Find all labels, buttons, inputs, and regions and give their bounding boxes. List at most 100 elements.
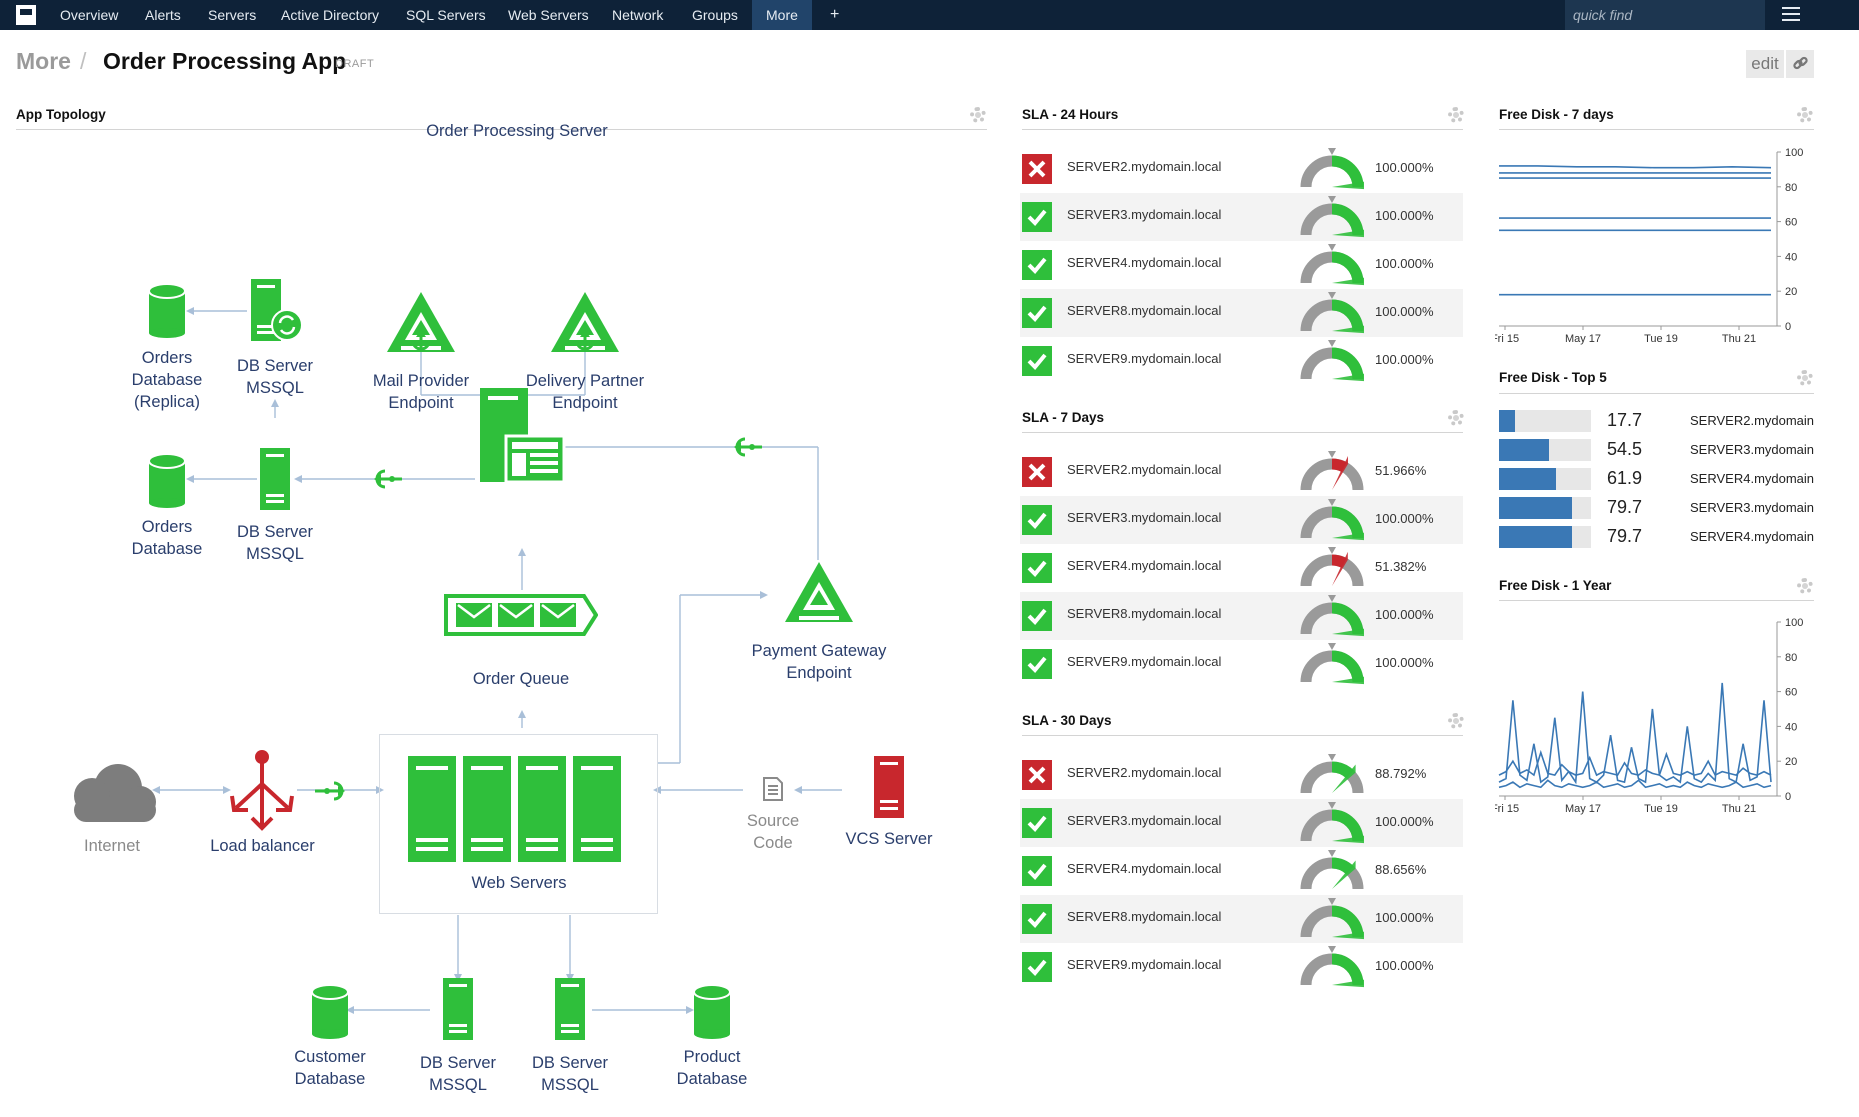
sla-percentage: 100.000% [1375,304,1434,319]
nav-item-network[interactable]: Network [612,7,664,23]
customer-db-icon[interactable] [310,984,350,1040]
y-tick-label: 40 [1785,721,1797,733]
nav-item-overview[interactable]: Overview [60,7,119,23]
db-server-top-icon[interactable] [249,277,305,347]
sla-server-name[interactable]: SERVER2.mydomain.local [1067,159,1222,174]
db-server-mid-label: DB Server MSSQL [236,523,314,563]
sla-row[interactable] [1020,895,1463,943]
web-servers-group[interactable] [379,734,658,914]
sla-panel-0-settings-icon[interactable] [1448,107,1464,123]
order-queue-label: Order Queue [472,670,570,688]
mail-connection-icon [411,330,431,351]
app-topology-settings-icon[interactable] [970,107,986,123]
order-processing-server-label: Order Processing Server [426,122,608,140]
db-server-top-label: DB Server MSSQL [236,357,314,397]
orders-db-icon[interactable] [147,453,187,509]
delivery-partner-label: Delivery Partner Endpoint [525,372,645,412]
sla-server-name[interactable]: SERVER8.mydomain.local [1067,606,1222,621]
sla-server-name[interactable]: SERVER2.mydomain.local [1067,462,1222,477]
web-servers-icon[interactable] [406,754,626,864]
bar[interactable] [1499,497,1573,519]
app-logo-icon[interactable] [16,5,36,25]
nav-item-alerts[interactable]: Alerts [145,7,181,23]
nav-item-servers[interactable]: Servers [208,7,257,23]
sla-percentage: 51.382% [1375,559,1427,574]
bar[interactable] [1499,410,1516,432]
free-disk-1y-settings-icon[interactable] [1797,578,1813,594]
x-tick-label: Fri 15 [1495,333,1519,345]
orders-db-replica-icon[interactable] [147,283,187,339]
bar-track [1499,497,1591,519]
sla-server-name[interactable]: SERVER4.mydomain.local [1067,861,1222,876]
status-ok-icon [1022,904,1052,934]
status-fail-icon [1022,760,1052,790]
x-tick-label: Thu 21 [1722,333,1756,345]
sla-row[interactable] [1020,193,1463,241]
sla-percentage: 100.000% [1375,256,1434,271]
x-tick-label: Tue 19 [1644,803,1678,815]
free-disk-7d-settings-icon[interactable] [1797,107,1813,123]
sla-server-name[interactable]: SERVER9.mydomain.local [1067,351,1222,366]
nav-item-sql-servers[interactable]: SQL Servers [406,7,486,23]
sla-server-name[interactable]: SERVER4.mydomain.local [1067,558,1222,573]
payment-gateway-endpoint-icon[interactable] [783,560,855,628]
link-button[interactable] [1786,50,1814,78]
sla-server-name[interactable]: SERVER8.mydomain.local [1067,303,1222,318]
bar[interactable] [1499,468,1556,490]
payment-connection-icon [734,437,762,457]
product-db-icon[interactable] [692,984,732,1040]
nav-item-active-directory[interactable]: Active Directory [281,7,380,23]
sla-server-name[interactable]: SERVER2.mydomain.local [1067,765,1222,780]
db-server-bottom-right-icon[interactable] [553,976,587,1044]
sla-percentage: 100.000% [1375,160,1434,175]
internet-cloud-icon[interactable] [58,760,162,826]
free-disk-top5-settings-icon[interactable] [1797,370,1813,386]
sla-panel-1-settings-icon[interactable] [1448,410,1464,426]
sla-gauge [1300,753,1364,802]
sla-server-name[interactable]: SERVER3.mydomain.local [1067,813,1222,828]
bar[interactable] [1499,439,1550,461]
sla-server-name[interactable]: SERVER8.mydomain.local [1067,909,1222,924]
load-balancer-label: Load balancer [210,837,315,855]
nav-add-button[interactable]: + [830,6,840,23]
sla-percentage: 51.966% [1375,463,1427,478]
sla-server-name[interactable]: SERVER3.mydomain.local [1067,207,1222,222]
order-processing-server-icon[interactable] [478,386,566,486]
source-code-icon[interactable] [762,776,784,802]
sla-row[interactable] [1020,592,1463,640]
orders-db-label: Orders Database [131,518,203,558]
db-server-bottom-left-icon[interactable] [441,976,475,1044]
nav-item-groups[interactable]: Groups [692,7,738,23]
status-ok-icon [1022,952,1052,982]
order-queue-icon[interactable] [444,590,598,640]
y-tick-label: 0 [1785,791,1791,803]
bar[interactable] [1499,526,1573,548]
top-nav-bar: Overview Alerts Servers Active Directory… [0,0,1859,30]
status-ok-icon [1022,505,1052,535]
y-tick-label: 40 [1785,251,1797,263]
sla-percentage: 100.000% [1375,958,1434,973]
sla-gauge [1300,195,1366,244]
sla-row[interactable] [1020,496,1463,544]
customer-db-label: Customer Database [294,1048,366,1088]
load-balancer-icon[interactable] [228,750,296,834]
sla-row[interactable] [1020,799,1463,847]
nav-item-more[interactable]: More [752,0,812,30]
x-tick-label: Fri 15 [1495,803,1519,815]
sla-percentage: 88.792% [1375,766,1427,781]
sla-server-name[interactable]: SERVER4.mydomain.local [1067,255,1222,270]
breadcrumb-parent[interactable]: More [16,48,71,74]
vcs-server-icon[interactable] [872,754,906,822]
sla-panel-2-settings-icon[interactable] [1448,713,1464,729]
sla-server-name[interactable]: SERVER9.mydomain.local [1067,654,1222,669]
free-disk-7d-chart: 0 20 40 60 80 100 Fri 15 May 17 Tue 19 Thu 21 [1495,147,1803,345]
edit-button[interactable]: edit [1746,50,1784,78]
nav-item-web-servers[interactable]: Web Servers [508,7,589,23]
sla-server-name[interactable]: SERVER9.mydomain.local [1067,957,1222,972]
y-tick-label: 0 [1785,321,1791,333]
quick-find-input[interactable]: quick find [1565,0,1765,30]
hamburger-menu-icon[interactable] [1782,7,1800,23]
sla-server-name[interactable]: SERVER3.mydomain.local [1067,510,1222,525]
sla-row[interactable] [1020,289,1463,337]
db-server-mid-icon[interactable] [258,446,292,514]
